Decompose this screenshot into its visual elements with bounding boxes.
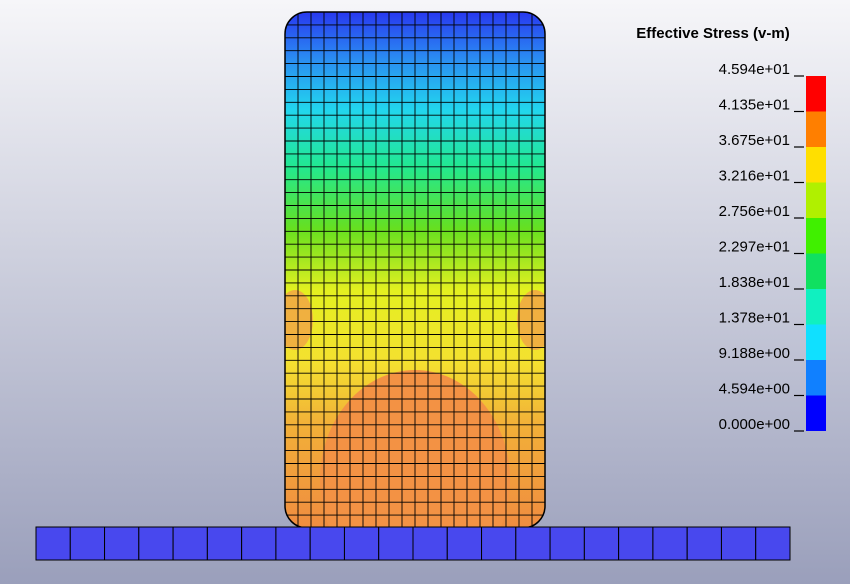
plate-element — [343, 526, 380, 561]
legend-swatch — [806, 182, 826, 218]
plate-element — [172, 526, 208, 561]
plate-element — [104, 526, 140, 561]
plate-element — [481, 526, 517, 561]
legend-label: 0.000e+00 — [719, 416, 790, 433]
plate-element — [35, 526, 71, 561]
plate-element — [412, 526, 448, 561]
plate-element — [755, 526, 791, 561]
legend-label: 4.135e+01 — [719, 96, 790, 113]
plate-element — [309, 526, 345, 561]
base-plate — [35, 526, 791, 561]
legend-label: 1.378e+01 — [719, 309, 790, 326]
legend: 4.594e+01 4.135e+01 3.675e+01 3.216e+01 2.75… — [719, 61, 826, 433]
legend-swatch — [806, 147, 826, 183]
plate-element — [618, 526, 654, 561]
legend-label: 4.594e+01 — [719, 61, 790, 78]
legend-swatch — [806, 360, 826, 396]
legend-swatch — [806, 395, 826, 431]
legend-label: 3.675e+01 — [719, 132, 790, 149]
plate-element — [378, 526, 414, 561]
plate-element — [652, 526, 688, 561]
plate-element — [549, 526, 585, 561]
legend-label: 2.297e+01 — [719, 238, 790, 255]
legend-swatch — [806, 111, 826, 147]
specimen — [285, 12, 545, 528]
legend-label: 3.216e+01 — [719, 167, 790, 184]
legend-swatch — [806, 76, 826, 112]
legend-label: 4.594e+00 — [719, 380, 790, 397]
plate-element — [686, 526, 722, 561]
legend-swatch — [806, 324, 826, 360]
contour-hotspot — [517, 290, 545, 350]
legend-label: 1.838e+01 — [719, 274, 790, 291]
plate-element — [446, 526, 483, 561]
plate-element — [720, 526, 757, 561]
plate-element — [275, 526, 311, 561]
plate-element — [69, 526, 106, 561]
legend-title: Effective Stress (v-m) — [636, 25, 789, 42]
contour-hotspot — [285, 290, 313, 350]
plate-element — [241, 526, 277, 561]
legend-label: 2.756e+01 — [719, 203, 790, 220]
legend-swatch — [806, 253, 826, 289]
plate-element — [206, 526, 243, 561]
legend-swatch — [806, 218, 826, 254]
plate-element — [583, 526, 620, 561]
legend-label: 9.188e+00 — [719, 345, 790, 362]
plate-element — [138, 526, 174, 561]
plate-element — [515, 526, 551, 561]
legend-swatch — [806, 289, 826, 325]
